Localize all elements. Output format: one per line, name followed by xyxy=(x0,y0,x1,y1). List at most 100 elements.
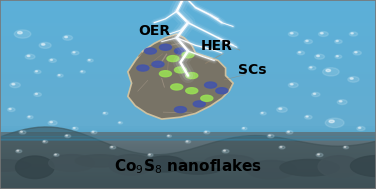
Bar xyxy=(0,186,376,187)
Bar xyxy=(0,157,376,158)
Bar xyxy=(0,162,376,163)
Bar xyxy=(0,117,376,119)
Circle shape xyxy=(288,83,298,88)
Circle shape xyxy=(313,93,316,94)
Bar xyxy=(0,53,376,55)
Bar xyxy=(0,150,376,151)
Circle shape xyxy=(320,33,323,34)
Circle shape xyxy=(14,30,31,38)
Bar xyxy=(0,174,376,175)
Circle shape xyxy=(103,112,108,115)
Circle shape xyxy=(305,115,312,119)
Bar xyxy=(0,138,376,140)
Bar xyxy=(0,147,376,149)
Circle shape xyxy=(34,70,41,74)
Circle shape xyxy=(326,69,331,72)
Bar xyxy=(0,157,376,159)
Bar xyxy=(0,155,376,157)
Bar xyxy=(0,179,376,180)
Circle shape xyxy=(92,131,94,132)
Circle shape xyxy=(9,108,11,110)
Circle shape xyxy=(277,107,287,112)
Ellipse shape xyxy=(15,156,54,179)
Polygon shape xyxy=(128,34,233,119)
Bar xyxy=(0,132,376,133)
Circle shape xyxy=(168,135,169,136)
Circle shape xyxy=(306,40,308,42)
Bar xyxy=(0,143,376,144)
Bar xyxy=(0,131,376,132)
Circle shape xyxy=(316,153,323,157)
Circle shape xyxy=(186,73,198,79)
Bar xyxy=(0,85,376,87)
Circle shape xyxy=(288,32,298,36)
Bar xyxy=(0,135,376,136)
Circle shape xyxy=(337,56,338,57)
Circle shape xyxy=(54,154,59,156)
Bar xyxy=(0,100,376,102)
Bar xyxy=(0,165,376,166)
Bar xyxy=(0,126,376,127)
Bar xyxy=(0,70,376,72)
Bar xyxy=(0,129,376,130)
Circle shape xyxy=(193,101,205,107)
Circle shape xyxy=(91,131,97,134)
Bar xyxy=(0,185,376,187)
Circle shape xyxy=(148,154,153,156)
Circle shape xyxy=(260,112,266,115)
Circle shape xyxy=(87,59,93,62)
Circle shape xyxy=(25,54,35,59)
Bar xyxy=(0,166,376,167)
Bar xyxy=(0,140,376,141)
Circle shape xyxy=(167,135,171,137)
Bar xyxy=(0,127,376,128)
Circle shape xyxy=(308,66,316,70)
Bar xyxy=(0,47,376,49)
Bar xyxy=(0,2,376,4)
Bar xyxy=(0,142,376,144)
Circle shape xyxy=(73,52,75,53)
Circle shape xyxy=(57,74,63,77)
Circle shape xyxy=(17,150,19,151)
Circle shape xyxy=(349,32,358,36)
Bar xyxy=(0,89,376,91)
Bar xyxy=(0,138,376,139)
Ellipse shape xyxy=(75,155,125,167)
Bar xyxy=(0,161,376,163)
Bar xyxy=(0,93,376,94)
Ellipse shape xyxy=(205,155,255,168)
Circle shape xyxy=(80,70,85,73)
Bar xyxy=(0,152,376,153)
Bar xyxy=(0,36,376,38)
Text: OER: OER xyxy=(138,24,170,38)
Bar xyxy=(0,62,376,64)
Circle shape xyxy=(286,131,293,134)
Bar xyxy=(0,60,376,62)
Bar xyxy=(0,110,376,112)
Bar xyxy=(0,154,376,155)
Circle shape xyxy=(204,131,210,134)
Bar xyxy=(0,161,376,162)
Bar xyxy=(0,173,376,174)
Circle shape xyxy=(353,51,361,55)
Bar xyxy=(0,119,376,121)
Ellipse shape xyxy=(247,160,296,179)
Circle shape xyxy=(144,48,156,54)
Bar xyxy=(0,183,376,185)
Circle shape xyxy=(348,77,359,82)
Circle shape xyxy=(201,95,213,101)
Circle shape xyxy=(304,40,312,44)
Bar xyxy=(0,66,376,68)
Text: HER: HER xyxy=(200,39,232,53)
Bar xyxy=(0,184,376,186)
Circle shape xyxy=(149,154,150,155)
Bar xyxy=(0,102,376,104)
Circle shape xyxy=(339,101,342,102)
Bar xyxy=(0,72,376,74)
Circle shape xyxy=(27,55,30,57)
Bar xyxy=(0,81,376,83)
Bar xyxy=(0,129,376,130)
Circle shape xyxy=(269,135,271,136)
Circle shape xyxy=(358,127,361,129)
Bar xyxy=(0,79,376,81)
